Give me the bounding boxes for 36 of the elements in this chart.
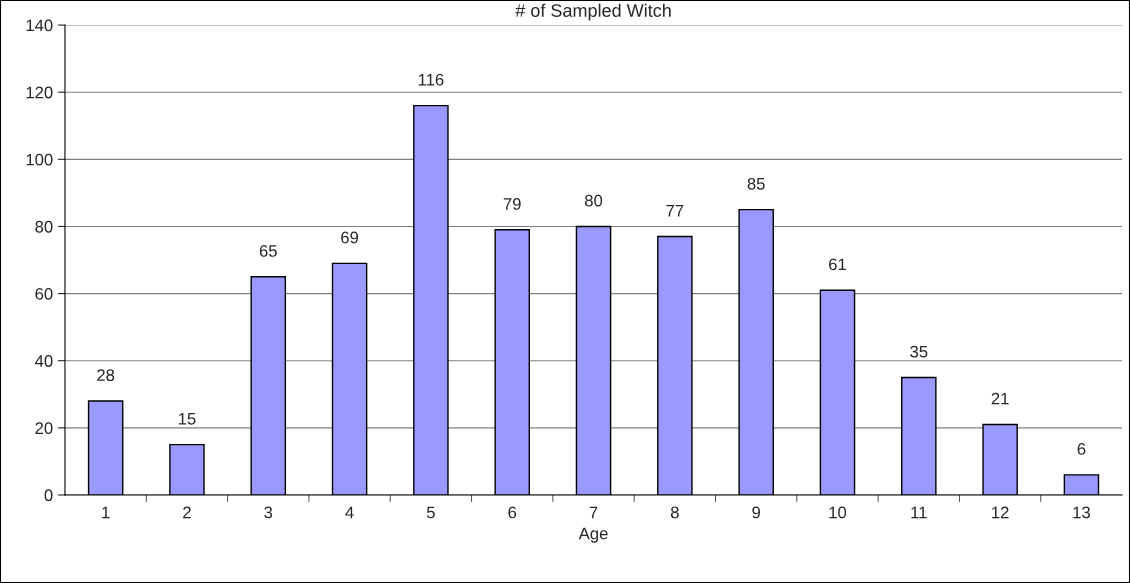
y-tick-label: 100 [26,153,53,166]
y-tick-label: 60 [35,287,53,300]
x-axis-title: Age [578,527,608,543]
data-label: 28 [97,369,115,382]
y-tick-label: 40 [35,355,53,367]
y-tick-label: 140 [26,19,53,32]
x-tick-label: 13 [1073,506,1090,519]
data-label: 85 [747,177,765,190]
x-tick-label: 2 [183,506,191,519]
x-tick-label: 3 [264,506,273,519]
x-tick-label: 9 [752,506,761,519]
data-label: 15 [178,413,196,425]
x-tick-label: 10 [829,506,847,519]
y-tick-label: 80 [35,220,53,233]
chart-title: # of Sampled Witch [515,3,671,21]
x-tick-label: 5 [426,506,435,519]
data-label: 61 [829,258,846,271]
data-label: 77 [666,204,684,217]
x-tick-label: 4 [345,506,354,519]
x-tick-label: 11 [911,506,927,519]
data-label: 80 [584,194,603,207]
x-tick-label: 8 [670,506,679,519]
data-label: 79 [503,198,521,210]
x-tick-label: 12 [992,506,1009,519]
data-label: 65 [259,245,277,257]
y-tick-label: 20 [35,422,53,435]
y-tick-label: 0 [44,489,53,502]
x-tick-label: 7 [589,506,598,519]
data-label: 35 [910,345,928,358]
data-label: 21 [991,392,1009,405]
x-tick-label: 6 [508,506,517,519]
y-tick-label: 120 [26,86,53,99]
x-tick-label: 1 [102,506,110,519]
data-label: 116 [418,73,444,86]
data-label: 69 [341,231,359,244]
data-label: 6 [1077,443,1086,455]
